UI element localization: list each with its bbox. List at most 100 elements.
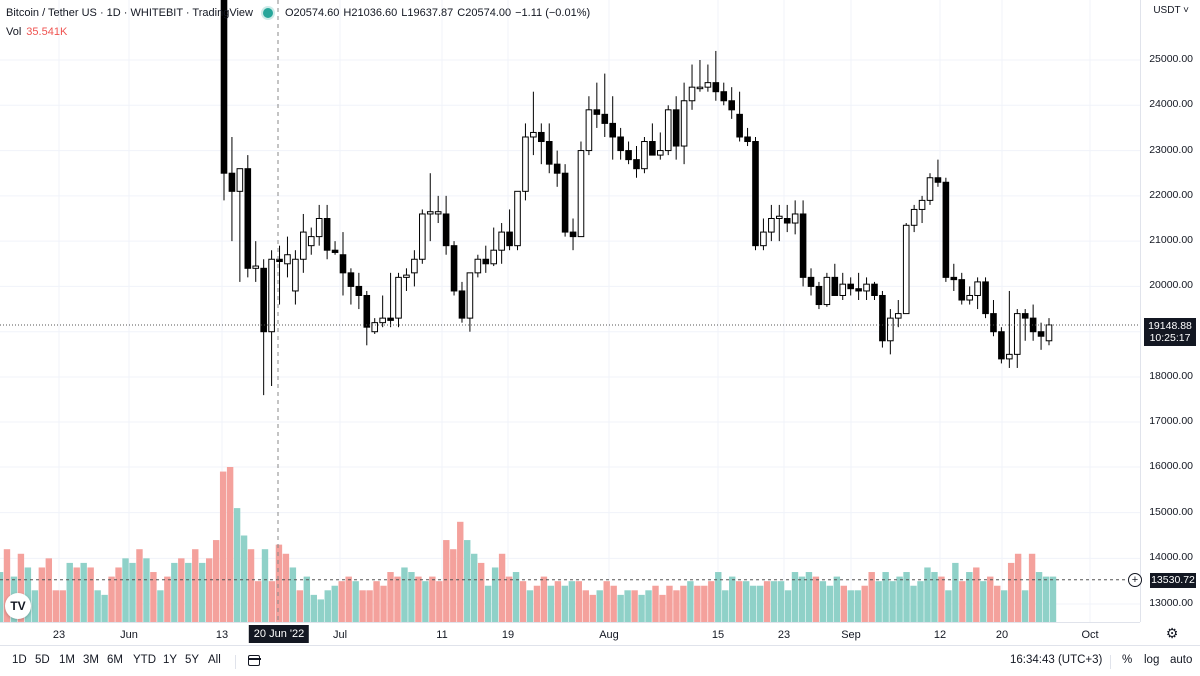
volume-bar [101,594,108,622]
price-axis-tick: 16000.00 [1149,460,1193,472]
volume-bar [436,581,443,622]
change-value: −1.11 (−0.01%) [515,7,591,19]
volume-legend[interactable]: Vol 35.541K [6,26,67,38]
volume-bar [373,581,380,622]
price-axis-tick: 25000.00 [1149,53,1193,65]
symbol-title[interactable]: Bitcoin / Tether US · 1D · WHITEBIT · Tr… [6,7,253,19]
bottom-toolbar: 1D 5D 1M 3M 6M YTD 1Y 5Y All 16:34:43 (U… [0,645,1200,676]
volume-bar [380,585,387,622]
close-value: 20574.00 [465,7,512,19]
price-volume-chart[interactable] [0,0,1140,622]
volume-bar [477,562,485,622]
time-axis[interactable]: 23 Jun 13 Jul 11 19 Aug 15 23 Sep 12 20 Oct 20 Jun '2… [0,622,1140,645]
calendar-range-icon[interactable] [247,655,261,666]
volume-bar [338,581,345,622]
candle-down [276,258,283,263]
range-1m-button[interactable]: 1M [59,654,75,666]
candle-down [553,163,561,174]
timezone-clock[interactable]: 16:34:43 (UTC+3) [1010,654,1103,666]
volume-bar [666,585,673,622]
volume-bar [715,572,722,622]
volume-bar [805,572,813,622]
last-price-tag: 19148.88 10:25:17 [1144,317,1196,346]
volume-bar [164,576,171,622]
candle-up [1045,324,1053,342]
volume-bar [673,590,680,622]
candle-up [887,317,894,342]
candle-down [323,218,331,251]
candle-down [538,131,545,143]
tradingview-logo-icon[interactable]: TV [5,593,31,619]
volume-bar [938,576,945,622]
volume-bar [275,544,283,622]
volume-bar [687,581,694,622]
log-toggle[interactable]: log [1144,654,1160,666]
volume-bar [484,585,492,622]
range-ytd-button[interactable]: YTD [133,654,156,666]
volume-bar [519,581,527,622]
last-price-value: 19148.88 [1148,319,1192,332]
price-axis[interactable]: USDT ˅ 25000.00 24000.00 23000.00 22000.00 2… [1140,0,1200,622]
candle-down [339,254,347,274]
volume-bar [464,540,471,622]
candle-down [958,279,966,301]
chart-pane[interactable] [0,0,1140,622]
range-5d-button[interactable]: 5D [35,654,50,666]
candle-up [839,283,847,296]
candle-down [815,285,823,306]
candle-up [522,136,529,192]
candle-up [434,211,442,215]
volume-bar [617,594,624,622]
candle-up [307,236,315,247]
volume-bar [840,585,847,622]
candle-up [300,231,307,260]
candle-up [419,213,426,260]
volume-bar [366,590,373,622]
volume-bar [1049,576,1057,622]
candle-up [680,100,688,147]
candle-down [728,100,735,111]
gear-icon[interactable]: ⚙ [1165,625,1179,641]
range-1d-button[interactable]: 1D [12,654,27,666]
volume-bar [973,567,980,622]
volume-bar [1042,576,1050,622]
volume-bar [59,590,66,622]
range-3m-button[interactable]: 3M [83,654,99,666]
time-axis-tick: 11 [436,629,448,641]
candle-down [331,249,339,253]
percent-toggle[interactable]: % [1122,654,1133,666]
volume-bar [240,535,248,622]
volume-bar [784,590,792,622]
auto-scale-toggle[interactable]: auto [1170,654,1193,666]
add-alert-plus-icon[interactable]: + [1128,572,1142,587]
volume-bar [610,585,617,622]
time-axis-tick: Jul [332,629,348,641]
range-1y-button[interactable]: 1Y [163,654,178,666]
range-all-button[interactable]: All [208,654,221,666]
candle-down [625,150,632,161]
currency-selector[interactable]: USDT ˅ [1153,5,1189,16]
candle-down [998,331,1005,360]
candle-down [752,141,759,247]
candle-up [236,168,244,192]
volume-bar [310,594,318,622]
time-axis-tick: 19 [501,629,515,641]
volume-bar [1028,553,1036,622]
volume-bar [1021,590,1029,622]
volume-bar [512,572,520,622]
candle-down [387,317,394,321]
volume-bar [952,562,959,622]
volume-bar [87,567,94,622]
volume-bar [980,581,987,622]
candle-down [672,109,680,147]
volume-bar [910,585,917,622]
volume-bar [296,590,304,622]
candle-down [879,294,886,342]
candle-down [934,177,942,183]
volume-bar [324,590,331,622]
range-5y-button[interactable]: 5Y [185,654,200,666]
volume-bar [122,558,129,622]
high-label: H [343,7,352,19]
candle-up [902,224,910,315]
range-6m-button[interactable]: 6M [107,654,123,666]
